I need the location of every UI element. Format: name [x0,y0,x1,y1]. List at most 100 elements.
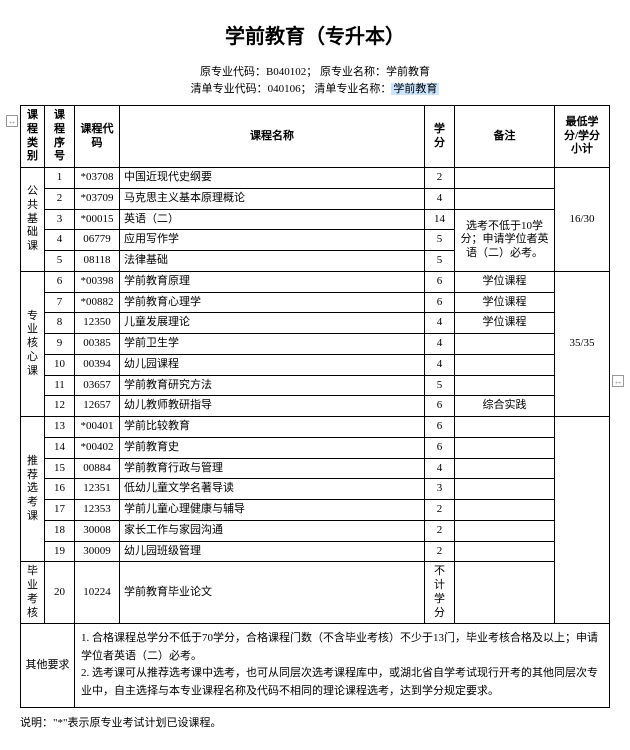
name-cell: 英语（二） [120,209,425,230]
code-cell: *00015 [75,209,120,230]
code-cell: *00402 [75,437,120,458]
table-row: 1500884学前教育行政与管理4 [21,458,610,479]
table-row: 3*00015英语（二）14选考不低于10学分；申请学位者英语（二）必考。 [21,209,610,230]
h-credit: 学分 [425,106,455,168]
note-cell [455,168,555,189]
credit-cell: 3 [425,479,455,500]
credit-cell: 6 [425,292,455,313]
table-row: 14*00402学前教育史6 [21,437,610,458]
meta-l2c: 清单专业名称： [314,83,391,95]
name-cell: 幼儿教师教研指导 [120,396,425,417]
seq-cell: 13 [45,417,75,438]
table-row: 推荐选考课13*00401学前比较教育6 [21,417,610,438]
credit-cell: 5 [425,251,455,272]
seq-cell: 10 [45,354,75,375]
note-cell [455,354,555,375]
seq-cell: 20 [45,562,75,624]
seq-cell: 2 [45,188,75,209]
code-cell: 10224 [75,562,120,624]
column-handle-right-icon[interactable]: ↔ [612,375,624,387]
credit-cell: 6 [425,417,455,438]
name-cell: 幼儿园课程 [120,354,425,375]
note-cell [455,334,555,355]
seq-cell: 4 [45,230,75,251]
credit-cell: 2 [425,500,455,521]
name-cell: 学前教育史 [120,437,425,458]
note-cell: 学位课程 [455,313,555,334]
name-cell: 学前教育行政与管理 [120,458,425,479]
seq-cell: 17 [45,500,75,521]
note-cell [455,500,555,521]
meta-l1c: 原专业名称： [320,66,386,78]
credit-cell: 4 [425,313,455,334]
note-cell [455,458,555,479]
page-title: 学前教育（专升本） [20,20,610,49]
table-row: 1212657幼儿教师教研指导6综合实践 [21,396,610,417]
name-cell: 低幼儿童文学名著导读 [120,479,425,500]
name-cell: 中国近现代史纲要 [120,168,425,189]
code-cell: 03657 [75,375,120,396]
seq-cell: 12 [45,396,75,417]
seq-cell: 14 [45,437,75,458]
table-row: 1000394幼儿园课程4 [21,354,610,375]
note-cell: 学位课程 [455,292,555,313]
credit-cell: 5 [425,375,455,396]
table-row: 1103657学前教育研究方法5 [21,375,610,396]
name-cell: 学前教育心理学 [120,292,425,313]
code-cell: *00882 [75,292,120,313]
table-row: 900385学前卫生学4 [21,334,610,355]
seq-cell: 5 [45,251,75,272]
note-cell [455,479,555,500]
seq-cell: 18 [45,520,75,541]
code-cell: 06779 [75,230,120,251]
credit-cell: 14 [425,209,455,230]
total-cell: 35/35 [555,271,610,416]
credit-cell: 4 [425,458,455,479]
name-cell: 法律基础 [120,251,425,272]
code-cell: 12353 [75,500,120,521]
code-cell: *03709 [75,188,120,209]
code-cell: 30009 [75,541,120,562]
code-cell: 00394 [75,354,120,375]
column-handle-left-icon[interactable]: ↔ [6,115,18,127]
name-cell: 应用写作学 [120,230,425,251]
name-cell: 幼儿园班级管理 [120,541,425,562]
table-row: 7*00882学前教育心理学6学位课程 [21,292,610,313]
other-req-row: 其他要求 1. 合格课程总学分不低于70学分，合格课程门数（不含毕业考核）不少于… [21,624,610,707]
h-code: 课程代码 [75,106,120,168]
name-cell: 家长工作与家园沟通 [120,520,425,541]
other-req-label: 其他要求 [21,624,75,707]
h-name: 课程名称 [120,106,425,168]
code-cell: 12657 [75,396,120,417]
seq-cell: 11 [45,375,75,396]
note-cell: 综合实践 [455,396,555,417]
seq-cell: 16 [45,479,75,500]
total-cell [555,417,610,624]
seq-cell: 15 [45,458,75,479]
seq-cell: 7 [45,292,75,313]
name-cell: 学前比较教育 [120,417,425,438]
name-cell: 学前教育研究方法 [120,375,425,396]
seq-cell: 1 [45,168,75,189]
total-cell: 16/30 [555,168,610,272]
meta-l2b: 040106； [268,83,312,95]
name-cell: 学前教育原理 [120,271,425,292]
note-cell [455,541,555,562]
name-cell: 儿童发展理论 [120,313,425,334]
table-row: 公共基础课1*03708中国近现代史纲要216/30 [21,168,610,189]
code-cell: *03708 [75,168,120,189]
h-cat: 课程类别 [21,106,45,168]
note-cell [455,562,555,624]
name-cell: 学前儿童心理健康与辅导 [120,500,425,521]
table-row: 1830008家长工作与家园沟通2 [21,520,610,541]
code-cell: *00398 [75,271,120,292]
code-cell: 08118 [75,251,120,272]
h-note: 备注 [455,106,555,168]
note-cell [455,188,555,209]
seq-cell: 19 [45,541,75,562]
name-cell: 学前卫生学 [120,334,425,355]
credit-cell: 6 [425,437,455,458]
table-row: 1712353学前儿童心理健康与辅导2 [21,500,610,521]
footnote: 说明："*"表示原专业考试计划已设课程。 [20,714,610,730]
code-cell: 00385 [75,334,120,355]
